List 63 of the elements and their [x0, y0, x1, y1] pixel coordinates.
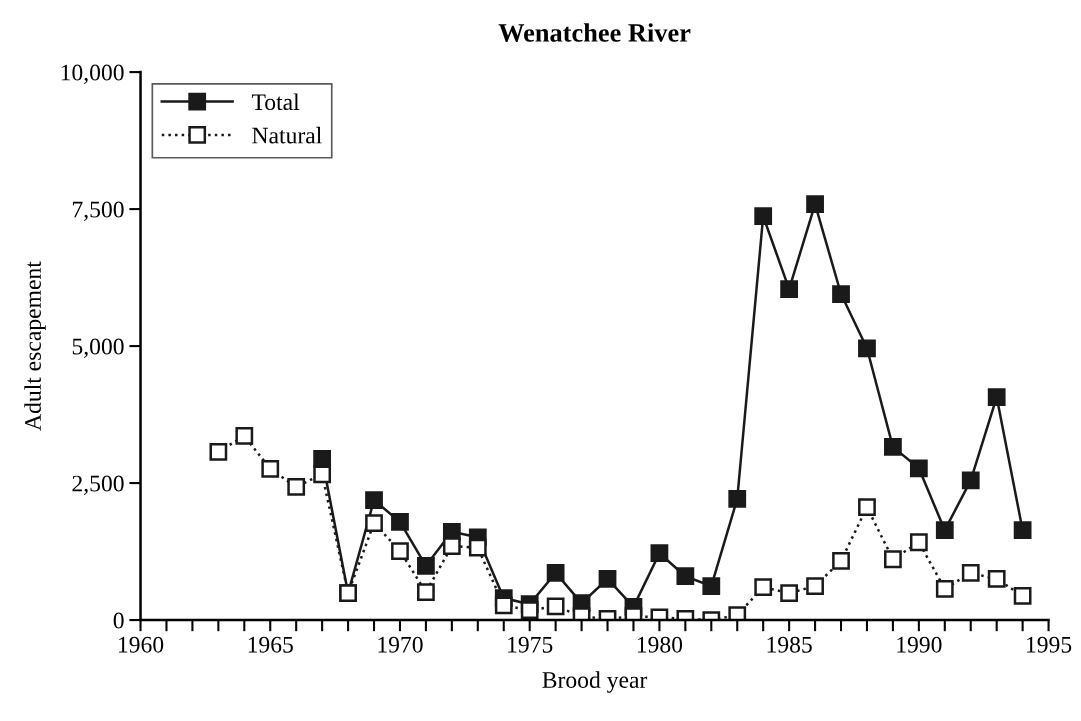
y-tick-label: 7,500	[72, 201, 124, 221]
point	[832, 285, 850, 303]
y-tick-label: 0	[113, 612, 124, 629]
point	[806, 195, 824, 214]
y-axis-title: Adult escapement	[24, 261, 46, 431]
point	[365, 491, 383, 509]
point	[546, 597, 565, 616]
point	[442, 537, 461, 555]
point	[702, 577, 721, 595]
x-tick-label: 1970	[378, 636, 423, 653]
x-tick-label: 1975	[508, 636, 553, 653]
point	[1013, 587, 1032, 605]
legend-label: Total	[251, 93, 300, 111]
point	[909, 533, 928, 552]
point	[520, 601, 539, 620]
x-tick-label: 1960	[119, 636, 164, 653]
y-tick-label: 2,500	[72, 475, 124, 495]
legend-label: Natural	[252, 126, 322, 144]
point	[858, 339, 876, 358]
x-tick-label: 1965	[248, 636, 293, 653]
point	[287, 478, 306, 496]
point	[598, 570, 617, 588]
point	[987, 388, 1006, 406]
point	[365, 514, 383, 532]
point	[884, 438, 902, 456]
point	[858, 498, 876, 517]
point	[780, 584, 799, 603]
point	[728, 606, 747, 621]
point	[313, 465, 332, 484]
point	[961, 471, 980, 490]
chart-title: Wenatchee River	[498, 23, 691, 42]
point	[546, 564, 565, 582]
point	[1013, 521, 1032, 540]
point	[935, 521, 954, 540]
point	[391, 542, 409, 560]
x-axis-title: Brood year	[542, 671, 648, 693]
point	[235, 427, 254, 445]
point	[650, 544, 669, 563]
point	[676, 567, 695, 586]
x-tick-label: 1995	[1027, 636, 1072, 653]
point	[209, 442, 228, 461]
x-tick-label: 1980	[637, 636, 683, 653]
point	[832, 551, 850, 570]
point	[909, 459, 928, 478]
point	[417, 583, 435, 601]
point	[806, 577, 824, 595]
x-tick-label: 1985	[767, 636, 812, 653]
y-tick-label: 5,000	[72, 338, 124, 358]
point	[261, 459, 280, 478]
point	[728, 490, 747, 508]
point	[417, 556, 435, 575]
y-tick-label: 10,000	[61, 64, 124, 84]
point	[494, 596, 513, 615]
point	[884, 550, 902, 569]
point	[935, 579, 954, 598]
point	[391, 513, 409, 531]
point	[468, 538, 487, 557]
point	[754, 207, 773, 226]
point	[780, 280, 799, 298]
point	[987, 570, 1006, 588]
x-tick-label: 1990	[897, 636, 942, 653]
point	[961, 564, 980, 582]
point	[754, 578, 773, 597]
